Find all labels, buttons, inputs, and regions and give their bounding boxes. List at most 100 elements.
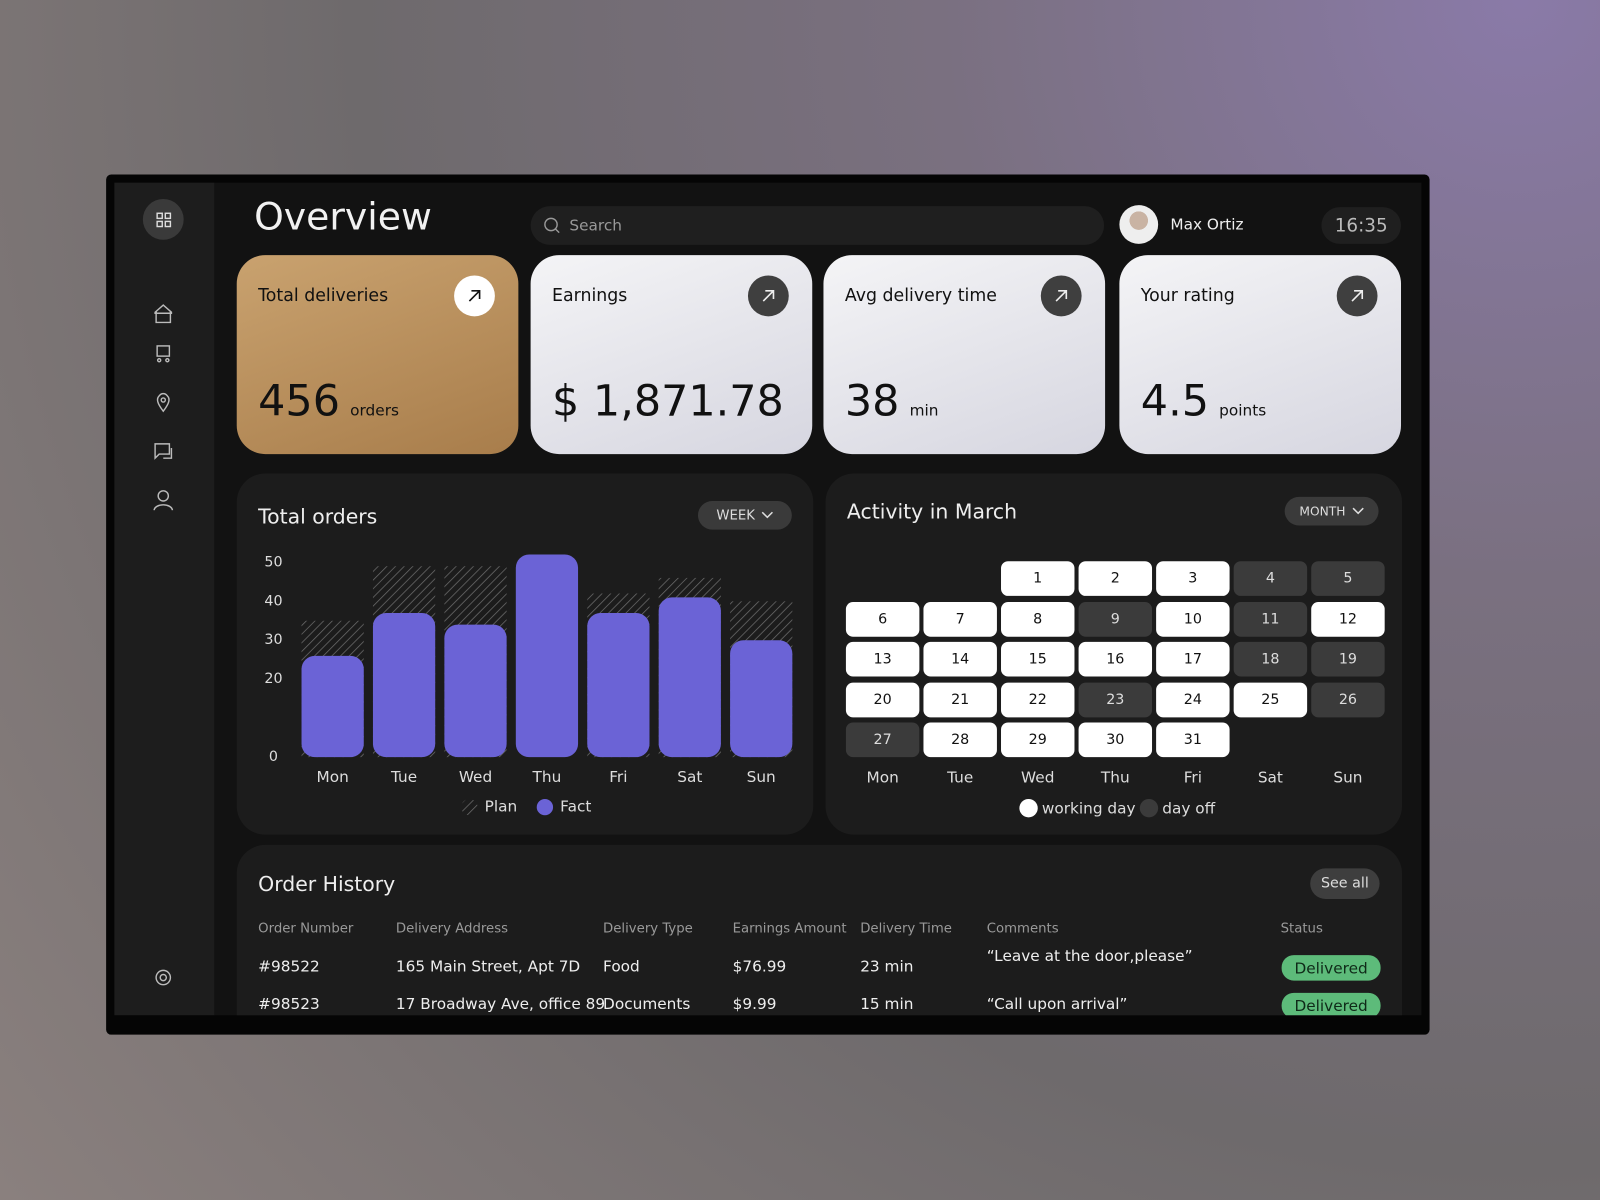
weekday-label: Sun (1333, 768, 1363, 787)
order-history-panel: Order History See all Order Number Delive… (236, 844, 1403, 1016)
card-value-row: 38 min (845, 376, 939, 426)
card-value-row: 4.5 points (1141, 376, 1266, 426)
calendar-day[interactable]: 5 (1311, 561, 1385, 596)
table-cell: #98523 (258, 994, 320, 1014)
calendar-day[interactable]: 23 (1078, 682, 1153, 717)
avatar[interactable] (1119, 205, 1159, 244)
calendar-day[interactable]: 1 (1001, 561, 1075, 596)
card-title: Your rating (1140, 285, 1235, 307)
home-icon[interactable] (154, 304, 173, 314)
calendar-day[interactable]: 6 (845, 601, 920, 637)
card-value: 4.5 (1140, 375, 1209, 426)
x-tick-label: Mon (317, 768, 349, 786)
calendar-day[interactable]: 15 (1001, 641, 1075, 677)
bar (515, 554, 579, 758)
open-button[interactable] (747, 275, 789, 317)
search-bar[interactable]: Search (530, 206, 1105, 245)
see-all-button[interactable]: See all (1310, 868, 1380, 899)
column-header: Status (1280, 921, 1323, 937)
calendar-day[interactable]: 3 (1156, 561, 1230, 596)
open-button[interactable] (1040, 275, 1082, 317)
column-header: Delivery Time (860, 921, 952, 937)
card-unit: points (1219, 401, 1267, 420)
legend-label: day off (1162, 798, 1216, 818)
column-header: Earnings Amount (732, 921, 847, 937)
x-tick-label: Sun (747, 768, 776, 786)
calendar-day[interactable]: 9 (1078, 601, 1153, 637)
calendar-day[interactable]: 28 (923, 722, 997, 758)
calendar-day[interactable]: 31 (1156, 722, 1230, 758)
column-header: Delivery Type (603, 921, 693, 937)
calendar-day[interactable]: 11 (1233, 601, 1308, 637)
chevron (761, 511, 773, 519)
legend-swatch (1019, 798, 1038, 818)
stat-card[interactable]: Your rating 4.5 points (1119, 255, 1402, 455)
period-selector[interactable]: MONTH (1284, 496, 1379, 526)
calendar-day[interactable]: 2 (1078, 561, 1153, 596)
screen: Overview Search Max Ortiz 16:35 Total or… (114, 182, 1422, 1016)
menu-button[interactable] (142, 198, 184, 240)
settings-icon[interactable] (155, 969, 172, 986)
calendar-day[interactable]: 22 (1001, 682, 1075, 717)
profile-icon[interactable] (157, 490, 170, 502)
stat-card[interactable]: Total deliveries 456 orders (236, 255, 519, 455)
table-cell: #98522 (258, 957, 320, 976)
calendar-day[interactable]: 29 (1001, 722, 1075, 758)
column-header: Delivery Address (395, 921, 509, 937)
sidebar-icons (142, 198, 184, 986)
table-cell: “Leave at the door,please” (986, 946, 1193, 966)
weekday-label: Wed (1021, 768, 1055, 787)
open-button[interactable] (1336, 275, 1378, 317)
orders-chart-panel: Total orders 0 20 30 40 50 Mon Tue Wed Thu Fri Sat… (236, 473, 814, 835)
card-title: Total deliveries (258, 285, 389, 307)
table-cell: Documents (603, 994, 691, 1014)
calendar-day[interactable]: 30 (1078, 722, 1153, 758)
calendar-day[interactable]: 27 (845, 722, 920, 758)
calendar-day[interactable]: 25 (1233, 682, 1308, 717)
x-tick-label: Fri (609, 768, 627, 786)
calendar-day[interactable]: 24 (1156, 682, 1230, 717)
period-label: WEEK (716, 507, 756, 523)
table-cell: 15 min (860, 994, 914, 1014)
stat-card[interactable]: Earnings $ 1,871.78 (530, 255, 813, 455)
map-icon[interactable] (156, 392, 170, 413)
legend-label: Fact (560, 798, 591, 816)
y-tick-label: 50 (264, 554, 282, 570)
chart-title: Total orders (257, 504, 377, 528)
orders-icon[interactable] (156, 345, 171, 357)
card-title: Avg delivery time (844, 285, 997, 307)
calendar-day[interactable]: 13 (845, 641, 920, 677)
calendar-day[interactable]: 20 (845, 682, 920, 717)
order-history-title: Order History (258, 871, 396, 896)
period-selector[interactable]: WEEK (697, 501, 792, 530)
calendar-day[interactable]: 8 (1001, 601, 1075, 637)
table-cell: 23 min (860, 957, 914, 976)
calendar-day[interactable]: 10 (1156, 601, 1230, 637)
calendar-day[interactable]: 16 (1078, 641, 1153, 677)
calendar-day[interactable]: 17 (1156, 641, 1230, 677)
y-tick-label: 40 (264, 593, 282, 609)
arrow-icon (1055, 289, 1068, 302)
chat-icon[interactable] (154, 443, 171, 460)
calendar-day[interactable]: 26 (1311, 682, 1385, 717)
calendar-day[interactable]: 12 (1311, 601, 1385, 637)
calendar-day[interactable]: 21 (923, 682, 997, 717)
table-cell: 17 Broadway Ave, office 89 (395, 994, 606, 1014)
card-title: Earnings (552, 285, 628, 307)
stat-card[interactable]: Avg delivery time 38 min (823, 255, 1106, 455)
calendar-day[interactable]: 14 (923, 641, 997, 677)
calendar-day[interactable]: 18 (1233, 641, 1308, 677)
search-placeholder: Search (569, 216, 622, 235)
calendar-day[interactable]: 4 (1233, 561, 1308, 596)
period-label: MONTH (1299, 504, 1346, 519)
table-cell: Food (603, 957, 640, 976)
open-button[interactable] (454, 275, 495, 317)
card-value: $ 1,871.78 (552, 375, 784, 426)
arrow-icon (762, 289, 775, 302)
bar (730, 640, 793, 758)
calendar-day[interactable]: 7 (923, 601, 997, 637)
table-cell: “Call upon arrival” (986, 994, 1128, 1014)
calendar-day[interactable]: 19 (1311, 641, 1385, 677)
